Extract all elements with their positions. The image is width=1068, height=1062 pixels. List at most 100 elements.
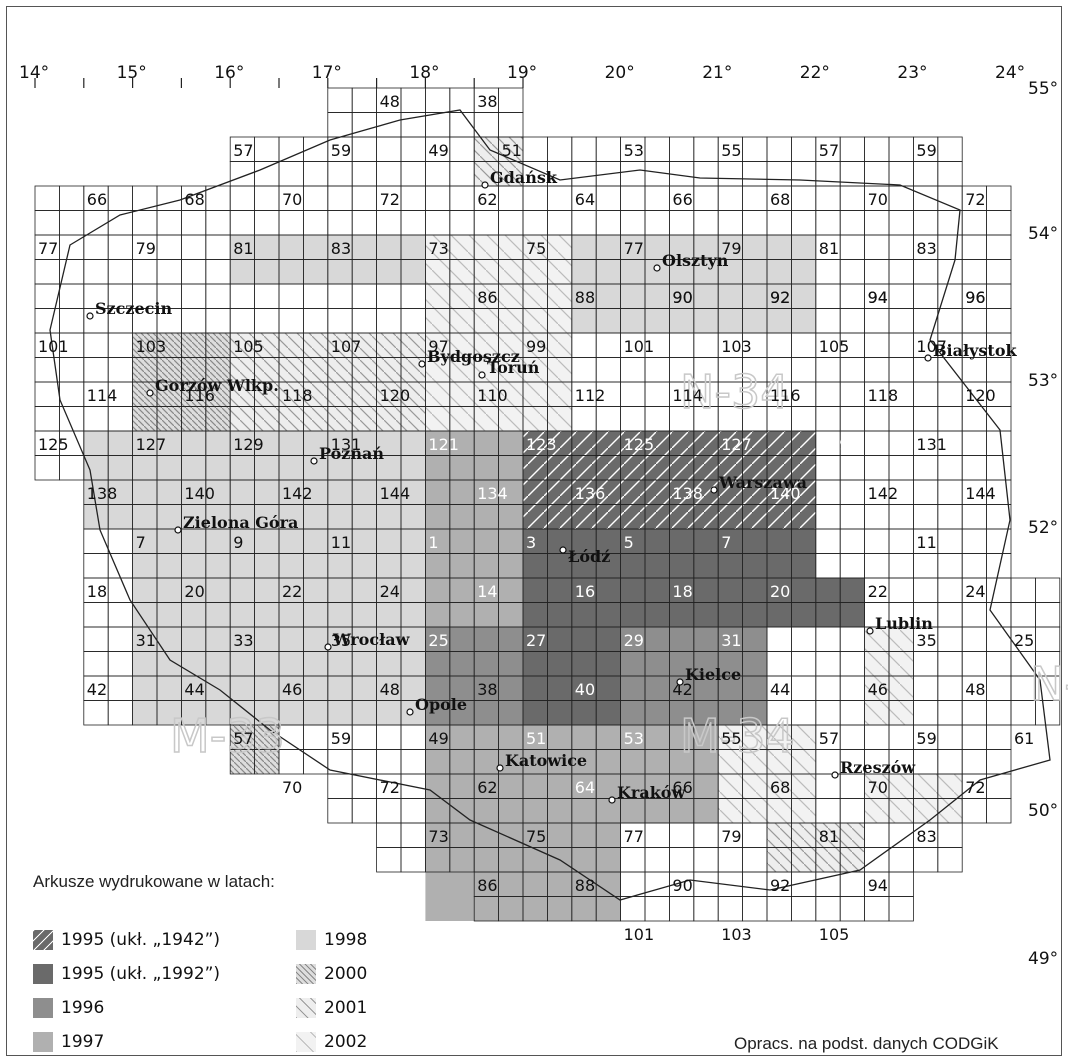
grid-cell	[986, 577, 1012, 603]
sheet-number: 14	[477, 582, 497, 601]
grid-cell	[400, 185, 426, 211]
grid-cell	[278, 161, 304, 187]
city-label: Opole	[415, 695, 467, 714]
grid-cell	[937, 479, 963, 505]
sheet-number: 42	[672, 680, 692, 699]
grid-cell	[693, 161, 719, 187]
sheet-number: 11	[331, 533, 351, 552]
grid-cell	[1035, 577, 1061, 603]
sheet-number: 123	[526, 435, 557, 454]
longitude-label: 18°	[409, 63, 439, 83]
zone-label: N-34	[680, 365, 790, 419]
sheet-number: 66	[87, 190, 107, 209]
grid-cell	[913, 308, 939, 334]
grid-cell	[717, 185, 744, 211]
grid-cell	[839, 357, 866, 383]
grid-cell	[742, 847, 768, 873]
grid-cell	[839, 773, 866, 799]
grid-cell	[644, 871, 670, 897]
sheet-number: 20	[184, 582, 204, 601]
sheet-grid	[34, 78, 1061, 922]
grid-cell	[547, 185, 573, 211]
sheet-number: 38	[477, 92, 497, 111]
latitude-label: 55°	[1028, 79, 1058, 99]
sheet-number: 105	[233, 337, 264, 356]
grid-cell	[59, 308, 85, 334]
grid-cell	[400, 798, 426, 824]
grid-cell	[864, 136, 890, 162]
city-label: Wrocław	[332, 630, 411, 649]
grid-cell	[888, 259, 914, 285]
grid-cell	[937, 675, 963, 701]
sheet-number: 129	[819, 435, 850, 454]
sheet-number: 51	[502, 141, 522, 160]
city-marker	[866, 627, 874, 635]
grid-cell	[864, 234, 890, 260]
grid-cell	[839, 724, 866, 750]
grid-cell	[693, 332, 719, 358]
city-label: Toruń	[487, 358, 540, 377]
grid-cell	[644, 136, 670, 162]
grid-cell	[180, 210, 207, 236]
legend-swatch	[33, 1032, 53, 1052]
grid-cell	[913, 455, 939, 481]
sheet-number: 103	[136, 337, 167, 356]
grid-cell	[839, 626, 866, 652]
grid-cell	[888, 724, 914, 750]
grid-cell	[742, 161, 768, 187]
grid-cell	[522, 136, 548, 162]
longitude-label: 24°	[995, 63, 1025, 83]
sheet-number: 121	[428, 435, 459, 454]
sheet-number: 68	[770, 190, 790, 209]
grid-cell	[59, 357, 85, 383]
grid-cell	[961, 528, 988, 554]
sheet-number: 101	[624, 337, 655, 356]
grid-cell	[913, 504, 939, 530]
sheet-number: 140	[184, 484, 215, 503]
sheet-number: 90	[672, 876, 692, 895]
city-marker	[831, 771, 839, 779]
city-label: Poznań	[319, 444, 384, 463]
grid-cell	[180, 234, 207, 260]
city-label: Białystok	[933, 341, 1017, 360]
city-label: Gorzów Wlkp.	[155, 376, 279, 395]
legend-item: 2001	[296, 998, 367, 1018]
grid-cell	[742, 210, 768, 236]
sheet-number: 97	[428, 337, 448, 356]
sheet-number: 92	[770, 876, 790, 895]
grid-cell	[839, 798, 866, 824]
grid-cell	[791, 210, 817, 236]
grid-cell	[351, 87, 378, 113]
grid-cell	[254, 136, 280, 162]
grid-cell	[864, 455, 890, 481]
sheet-labels: 14° 15° 16° 17° 18° 19° 20° 21° 22° 23° 24°55° 54° 5…	[19, 63, 1068, 969]
grid-cell	[864, 332, 890, 358]
sheet-number: 31	[721, 631, 741, 650]
sheet-number: 116	[184, 386, 215, 405]
grid-cell	[913, 406, 939, 432]
longitude-label: 15°	[117, 63, 147, 83]
sheet-number: 27	[526, 631, 546, 650]
grid-cell	[83, 210, 109, 236]
grid-cell	[205, 259, 231, 285]
grid-cell	[986, 308, 1012, 334]
grid-cell	[961, 724, 988, 750]
grid-cell	[693, 210, 719, 236]
grid-cell	[620, 210, 646, 236]
grid-cell	[83, 332, 109, 358]
legend-label: 1997	[61, 1032, 105, 1052]
grid-cell	[376, 161, 402, 187]
grid-cell	[351, 773, 378, 799]
grid-cell	[83, 406, 109, 432]
zone-label: M-34	[680, 709, 795, 763]
grid-cell	[791, 675, 817, 701]
grid-cell	[839, 136, 866, 162]
grid-cell	[351, 749, 378, 775]
grid-cell	[59, 210, 85, 236]
grid-cell	[791, 651, 817, 677]
grid-cell	[59, 185, 85, 211]
grid-cell	[937, 602, 963, 628]
sheet-number: 42	[87, 680, 107, 699]
grid-cell	[107, 406, 133, 432]
sheet-number: 118	[282, 386, 313, 405]
